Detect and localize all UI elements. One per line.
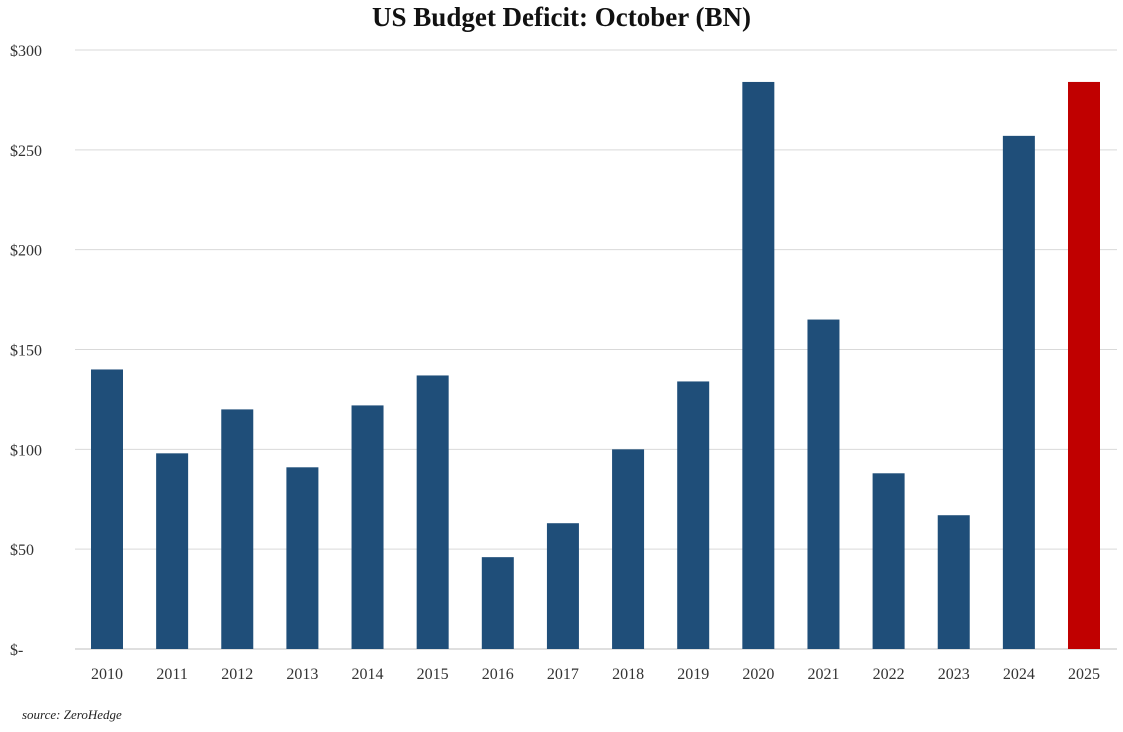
x-tick-label: 2015	[417, 666, 449, 683]
y-tick-label: $-	[10, 642, 23, 659]
y-tick-label: $100	[10, 442, 42, 459]
chart-title: US Budget Deficit: October (BN)	[372, 2, 751, 32]
x-tick-label: 2016	[482, 666, 514, 683]
bar-2019	[677, 381, 710, 649]
bar-2017	[546, 523, 579, 649]
y-tick-label: $300	[10, 43, 42, 60]
x-tick-label: 2019	[677, 666, 709, 683]
x-tick-label: 2020	[742, 666, 774, 683]
y-tick-label: $150	[10, 343, 42, 360]
x-tick-label: 2012	[221, 666, 253, 683]
bar-2011	[156, 453, 189, 649]
bar-2020	[742, 81, 775, 650]
x-tick-label: 2017	[547, 666, 579, 683]
bar-2015	[416, 375, 449, 649]
x-tick-label: 2018	[612, 666, 644, 683]
bar-2023	[937, 515, 970, 649]
bar-2012	[221, 409, 254, 649]
y-tick-label: $50	[10, 542, 34, 559]
bar-2021	[807, 319, 840, 649]
bar-2018	[612, 449, 645, 649]
y-axis-tick-labels: $- $50 $100 $150 $200 $250 $300	[10, 43, 42, 659]
bars	[91, 81, 1100, 650]
bar-2024	[1002, 135, 1035, 649]
bar-2016	[481, 557, 514, 649]
x-tick-label: 2021	[807, 666, 839, 683]
x-tick-label: 2010	[91, 666, 123, 683]
x-tick-label: 2022	[873, 666, 905, 683]
x-tick-label: 2024	[1003, 666, 1035, 683]
source-note: source: ZeroHedge	[22, 707, 122, 722]
bar-2025	[1068, 81, 1100, 650]
x-axis-tick-labels: 2010 2011 2012 2013 2014 2015 2016 2017 2018 2019…	[91, 666, 1100, 683]
bar-2022	[872, 473, 905, 649]
y-tick-label: $200	[10, 243, 42, 260]
x-tick-label: 2011	[156, 666, 187, 683]
bar-2010	[91, 369, 123, 649]
x-tick-label: 2013	[286, 666, 318, 683]
bar-2014	[351, 405, 384, 649]
bar-2013	[286, 467, 319, 649]
y-tick-label: $250	[10, 143, 42, 160]
x-tick-label: 2014	[352, 666, 384, 683]
x-tick-label: 2023	[938, 666, 970, 683]
x-tick-label: 2025	[1068, 666, 1100, 683]
